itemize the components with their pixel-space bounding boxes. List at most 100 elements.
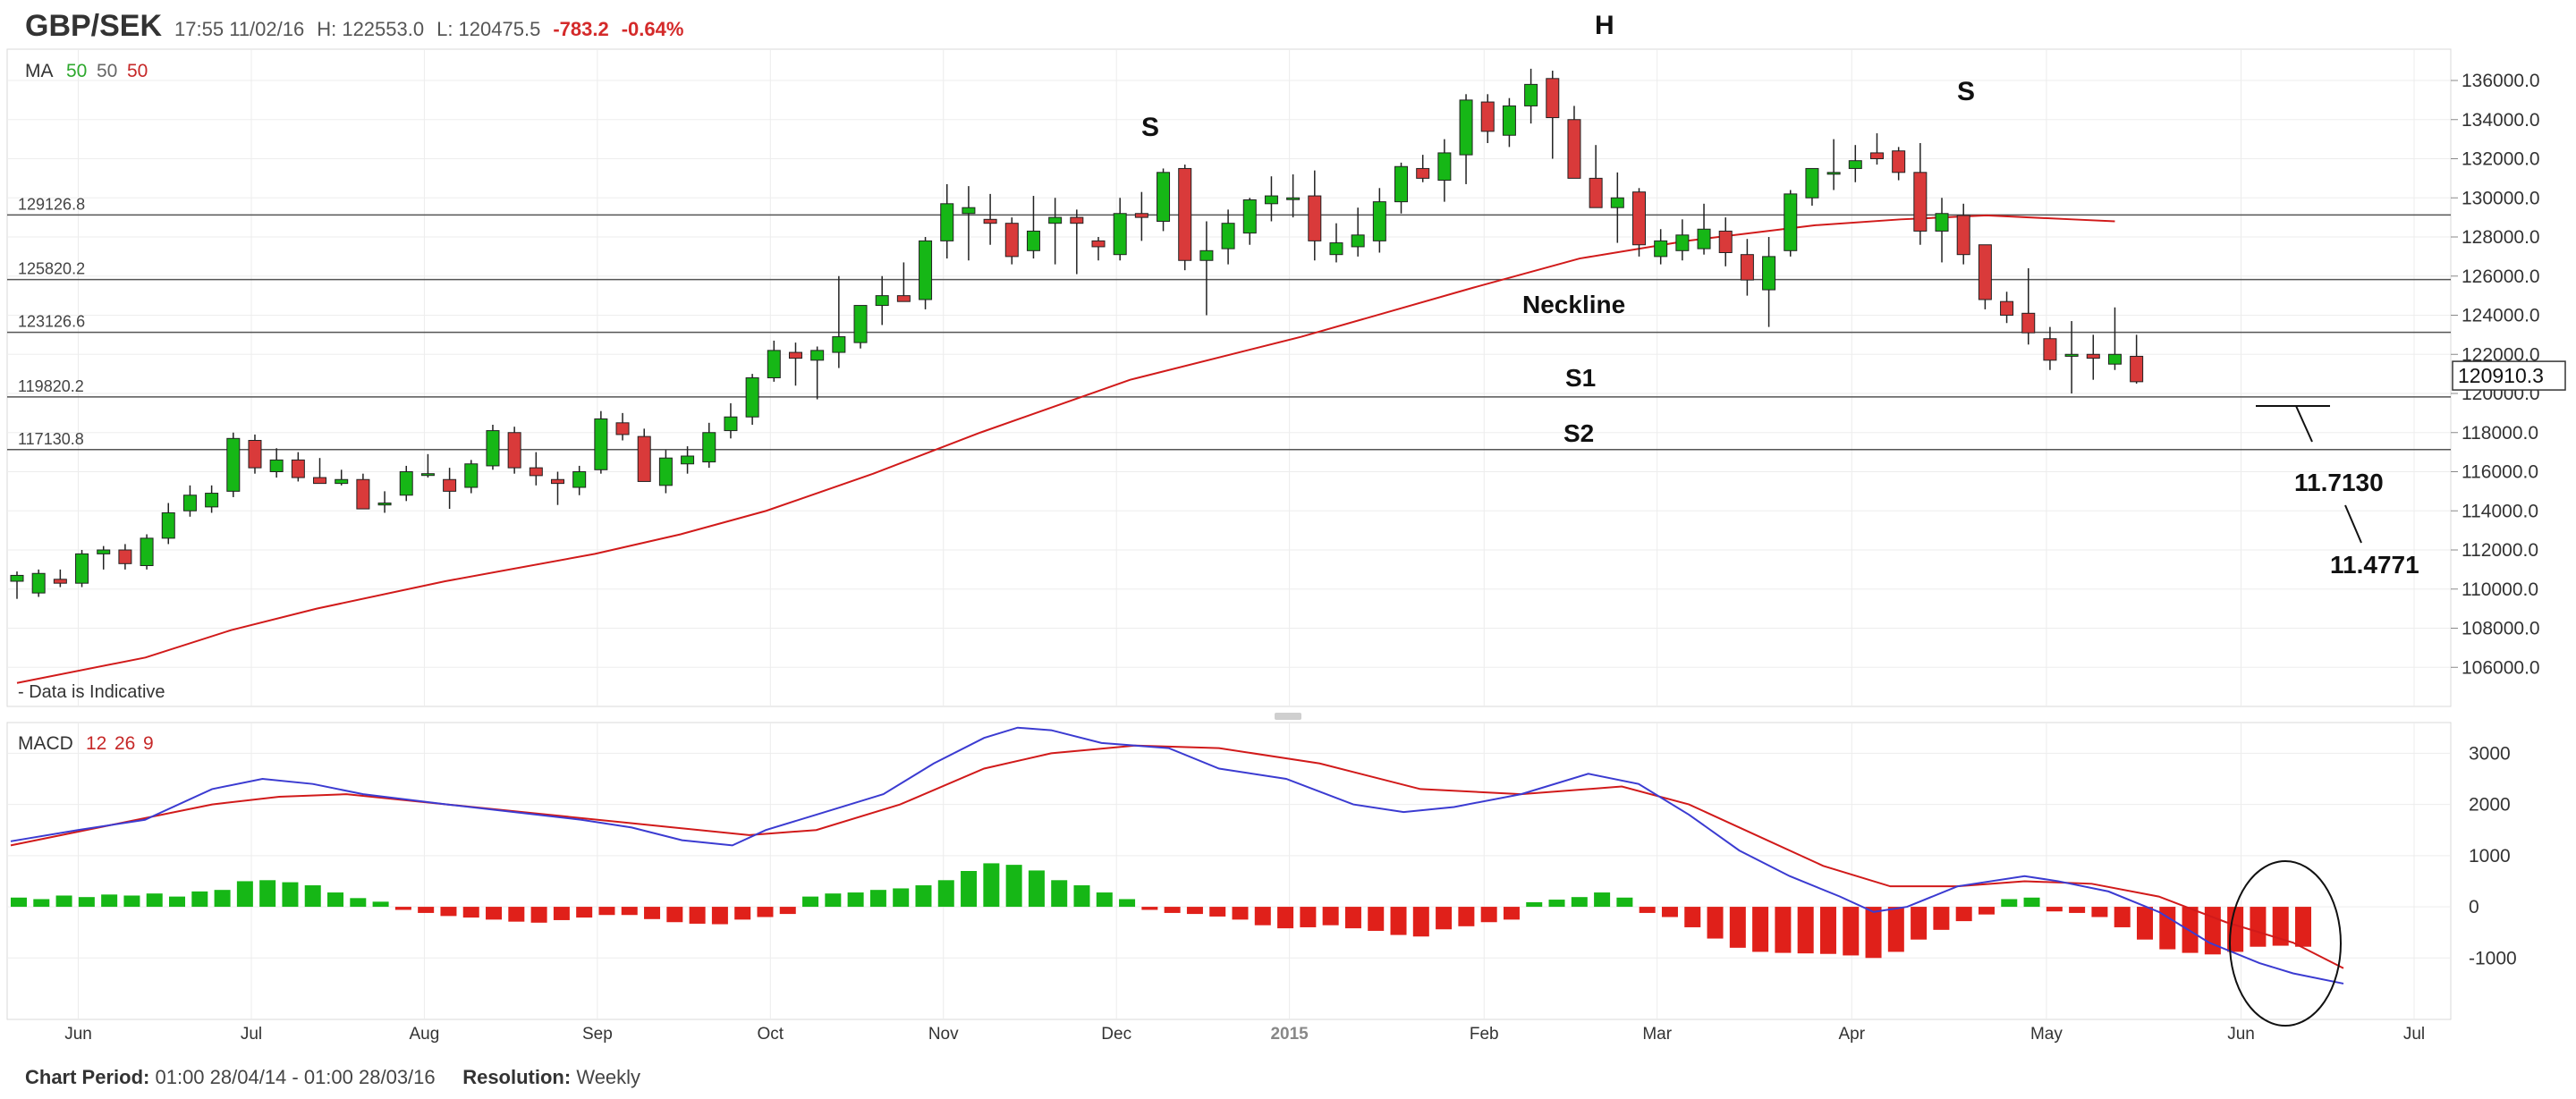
candle-body: [1134, 213, 1148, 218]
macd-histogram-bar: [33, 899, 50, 908]
candle-body: [313, 477, 327, 485]
symbol-title: GBP/SEK: [25, 9, 163, 43]
macd-histogram-bar: [1819, 907, 1836, 954]
candle: [1697, 203, 1711, 255]
macd-histogram-bar: [440, 907, 457, 917]
candle: [853, 305, 868, 349]
candle: [2021, 268, 2036, 345]
candle: [681, 446, 695, 474]
x-tick-label: Feb: [1470, 1025, 1499, 1044]
candle-body: [1242, 199, 1257, 234]
candle-body: [507, 432, 521, 469]
change-pct-value: -0.64%: [621, 18, 684, 40]
candle-body: [919, 240, 933, 300]
candle-body: [1697, 228, 1711, 249]
candle-body: [2086, 353, 2100, 359]
macd-histogram-bar: [1729, 907, 1746, 948]
candle-body: [377, 503, 392, 506]
candle: [572, 465, 587, 495]
candle-body: [1567, 119, 1581, 179]
candle-body: [788, 351, 802, 359]
macd-histogram-bar: [1978, 907, 1995, 915]
candle: [1004, 217, 1019, 265]
candle: [1632, 188, 1646, 257]
macd-histogram-bar: [1526, 901, 1543, 908]
candle: [1762, 237, 1776, 327]
macd-histogram-bar: [1503, 907, 1520, 920]
macd-histogram-bar: [508, 907, 525, 922]
macd-histogram-bar: [666, 907, 683, 923]
candle-body: [226, 437, 241, 492]
macd-histogram-bar: [1616, 897, 1633, 908]
candle: [637, 428, 651, 482]
candle-body: [702, 432, 716, 463]
x-tick-label: Sep: [582, 1025, 613, 1044]
data-indicative-note: - Data is Indicative: [18, 682, 165, 702]
macd-legend-label: MACD: [18, 733, 73, 754]
macd-histogram-bar: [1661, 907, 1678, 917]
y-tick-label: 106000.0: [2462, 657, 2540, 678]
macd-histogram-bar: [236, 881, 253, 908]
x-tick-label: Jul: [2403, 1025, 2425, 1044]
macd-histogram-bar: [2114, 907, 2131, 927]
candle: [1416, 155, 1430, 182]
candle: [658, 450, 673, 494]
macd-histogram-bar: [1232, 907, 1249, 920]
candle-body: [1718, 230, 1733, 253]
candle: [2086, 334, 2100, 380]
macd-y-tick-label: 1000: [2469, 846, 2511, 867]
candle-body: [1113, 213, 1127, 256]
candle: [399, 465, 413, 502]
candle: [1892, 147, 1906, 181]
candle-body: [356, 478, 370, 510]
candle-body: [724, 416, 738, 432]
candle-body: [1610, 197, 1624, 208]
level-label: 129126.8: [18, 195, 85, 213]
candle: [1242, 198, 1257, 245]
candle: [594, 410, 608, 474]
macd-histogram-bar: [1028, 870, 1045, 908]
macd-signal-line: [10, 744, 2344, 969]
macd-histogram-bar: [2159, 907, 2176, 950]
level-label: 125820.2: [18, 260, 85, 278]
candle: [1134, 191, 1148, 241]
macd-legend-param: 26: [114, 733, 135, 754]
candle-body: [1351, 234, 1365, 248]
candle: [1048, 198, 1063, 265]
candle-body: [1048, 216, 1063, 224]
candle: [205, 485, 219, 513]
macd-panel-frame: [6, 722, 2452, 1020]
candle-body: [767, 350, 781, 378]
candle: [1480, 94, 1495, 143]
chart-annotation: Neckline: [1522, 291, 1625, 318]
macd-histogram-bar: [1797, 907, 1814, 954]
candle: [1654, 229, 1668, 265]
macd-histogram-bar: [78, 897, 95, 908]
candle: [983, 193, 997, 245]
candle-body: [97, 549, 111, 554]
macd-y-tick-label: 2000: [2469, 795, 2511, 816]
macd-histogram-bar: [961, 871, 978, 908]
change-value: -783.2: [553, 18, 609, 40]
macd-histogram-bar: [576, 907, 593, 918]
candle: [1157, 168, 1171, 232]
candle-body: [1546, 78, 1560, 119]
macd-histogram-bar: [259, 880, 276, 908]
candle-body: [1199, 249, 1214, 261]
y-tick-label: 124000.0: [2462, 306, 2540, 326]
macd-histogram-bar: [169, 896, 186, 908]
candle: [248, 434, 262, 474]
macd-histogram-bar: [1412, 907, 1429, 937]
macd-histogram-bar: [101, 894, 118, 908]
candle-body: [1675, 234, 1690, 251]
candle-body: [1632, 191, 1646, 246]
macd-histogram-bar: [553, 907, 570, 920]
macd-histogram-bar: [757, 907, 774, 917]
level-label: 123126.6: [18, 313, 85, 331]
candle: [1502, 97, 1516, 148]
candle: [507, 427, 521, 474]
y-tick-label: 132000.0: [2462, 149, 2540, 170]
candle: [1675, 219, 1690, 261]
candle: [291, 452, 305, 482]
candle: [529, 452, 543, 486]
